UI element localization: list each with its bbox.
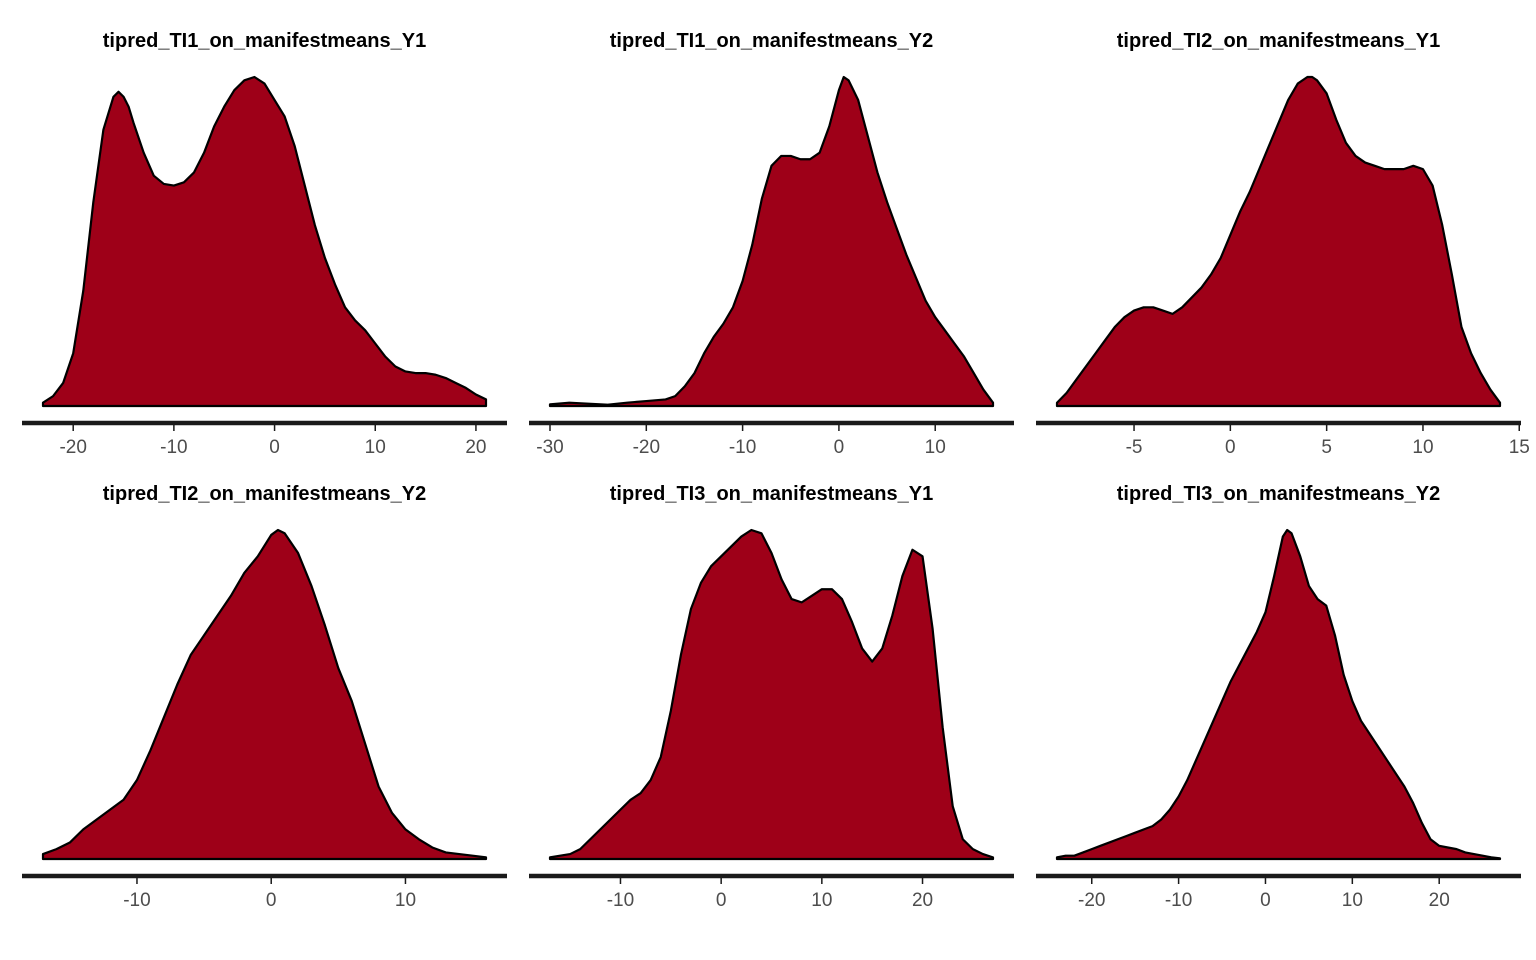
density-panel-2: tipred_TI1_on_manifestmeans_Y2 -30 -20 -10 0… [529,30,1014,458]
x-tick-label: 0 [266,890,277,911]
x-tick-label: 15 [1509,437,1530,458]
density-panel-4: tipred_TI2_on_manifestmeans_Y2 -10 0 10 [22,483,507,911]
x-tick-label: -10 [160,437,187,458]
x-tick-label: 20 [912,890,933,911]
density-panel-1: tipred_TI1_on_manifestmeans_Y1 -20 -10 0 10 2… [22,30,507,458]
x-tick-label: -20 [633,437,660,458]
panel-title: tipred_TI3_on_manifestmeans_Y2 [1117,483,1440,505]
x-tick-label: 10 [1412,437,1433,458]
x-tick-label: -20 [59,437,86,458]
density-area [548,528,995,861]
panel-title: tipred_TI1_on_manifestmeans_Y1 [103,30,426,52]
x-tick-label: 5 [1321,437,1332,458]
panel-title: tipred_TI1_on_manifestmeans_Y2 [610,30,933,52]
x-tick-label: 0 [834,437,845,458]
density-panel-6: tipred_TI3_on_manifestmeans_Y2 -20 -10 0 10 2… [1036,483,1521,911]
density-panel-5: tipred_TI3_on_manifestmeans_Y1 -10 0 10 20 [529,483,1014,911]
x-tick-label: 0 [1260,890,1271,911]
panel-title: tipred_TI2_on_manifestmeans_Y2 [103,483,426,505]
x-tick-label: -5 [1126,437,1143,458]
density-area [41,528,488,861]
x-tick-label: -10 [1165,890,1192,911]
x-tick-label: 20 [1429,890,1450,911]
x-tick-label: -20 [1078,890,1105,911]
x-tick-label: -10 [607,890,634,911]
density-area [548,75,995,408]
x-tick-label: 10 [365,437,386,458]
density-area [1055,75,1502,408]
density-area [41,75,488,408]
x-tick-label: 10 [1342,890,1363,911]
x-tick-label: 10 [925,437,946,458]
x-tick-label: -30 [536,437,563,458]
panel-title: tipred_TI3_on_manifestmeans_Y1 [610,483,933,505]
density-panel-3: tipred_TI2_on_manifestmeans_Y1 -5 0 5 10 15 [1036,30,1530,458]
x-tick-label: 20 [465,437,486,458]
x-tick-label: 10 [811,890,832,911]
x-tick-label: 0 [716,890,727,911]
x-tick-label: 0 [269,437,280,458]
x-tick-label: -10 [729,437,756,458]
x-tick-label: 10 [395,890,416,911]
x-tick-label: -10 [123,890,150,911]
density-area [1055,528,1502,861]
panel-title: tipred_TI2_on_manifestmeans_Y1 [1117,30,1440,52]
x-tick-label: 0 [1225,437,1236,458]
